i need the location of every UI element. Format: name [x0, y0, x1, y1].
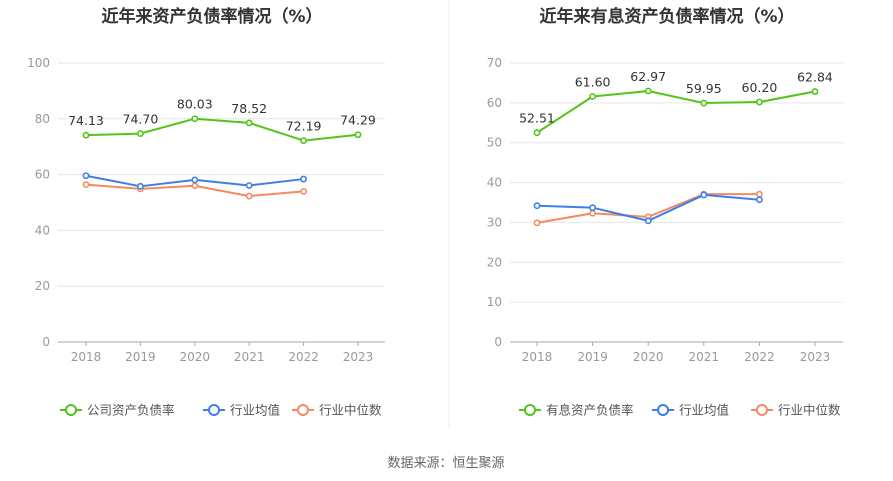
- legend-label: 行业中位数: [319, 403, 382, 418]
- data-point: [589, 93, 596, 100]
- x-tick-label: 2022: [744, 350, 775, 364]
- data-point: [191, 176, 199, 184]
- series-line: [536, 90, 816, 134]
- data-point: [191, 115, 199, 123]
- data-label: 52.51: [519, 111, 555, 126]
- legend-label: 行业均值: [679, 403, 729, 418]
- y-tick-label: 0: [494, 335, 502, 349]
- data-point: [756, 98, 763, 106]
- data-label: 78.52: [231, 101, 267, 116]
- data-point: [700, 99, 708, 107]
- data-point: [300, 187, 307, 195]
- data-point: [82, 181, 90, 189]
- legend-marker: [297, 404, 309, 416]
- data-label: 62.84: [797, 70, 833, 85]
- data-source: 数据来源：恒生聚源: [387, 456, 504, 471]
- data-point: [533, 129, 541, 137]
- data-point: [191, 182, 199, 190]
- data-point: [700, 191, 708, 199]
- data-point: [589, 209, 596, 217]
- x-tick-label: 2018: [71, 350, 102, 364]
- data-point: [300, 175, 307, 183]
- data-point: [136, 182, 144, 190]
- y-tick-label: 70: [487, 56, 502, 70]
- data-point: [82, 131, 90, 139]
- legend-marker: [657, 404, 669, 416]
- y-tick-label: 0: [42, 335, 50, 349]
- data-label: 60.20: [742, 80, 778, 95]
- data-point: [644, 217, 652, 225]
- legend-marker: [208, 404, 220, 416]
- x-tick-label: 2021: [234, 350, 265, 364]
- data-point: [82, 172, 90, 180]
- legend-marker: [756, 404, 768, 416]
- data-point: [533, 202, 541, 210]
- data-label: 61.60: [575, 74, 611, 89]
- x-tick-label: 2023: [800, 350, 831, 364]
- x-tick-label: 2020: [180, 350, 211, 364]
- y-tick-label: 60: [35, 168, 50, 182]
- y-tick-label: 40: [35, 223, 50, 237]
- x-tick-label: 2021: [689, 350, 720, 364]
- x-tick-label: 2019: [577, 350, 608, 364]
- x-tick-label: 2023: [343, 350, 374, 364]
- legend-marker: [65, 404, 77, 416]
- x-tick-label: 2022: [288, 350, 319, 364]
- chart-title: 近年来资产负债率情况（%）: [101, 6, 322, 27]
- legend-label: 公司资产负债率: [87, 403, 175, 418]
- y-tick-label: 20: [487, 255, 502, 269]
- chart-title: 近年来有息资产负债率情况（%）: [539, 6, 794, 27]
- data-point: [136, 130, 144, 137]
- y-tick-label: 50: [487, 136, 502, 150]
- series-line: [85, 117, 359, 142]
- y-tick-label: 100: [27, 56, 50, 70]
- data-point: [245, 192, 253, 200]
- legend-label: 行业均值: [230, 403, 280, 418]
- legend-marker: [524, 404, 536, 416]
- data-point: [245, 119, 253, 127]
- x-tick-label: 2019: [125, 350, 156, 364]
- data-point: [589, 204, 596, 212]
- data-point: [354, 131, 362, 139]
- data-point: [300, 137, 307, 144]
- legend-label: 有息资产负债率: [546, 403, 634, 418]
- data-point: [811, 88, 819, 95]
- data-label: 74.29: [340, 113, 376, 128]
- data-label: 74.70: [123, 112, 159, 127]
- y-tick-label: 20: [35, 279, 50, 293]
- data-point: [756, 190, 763, 198]
- data-label: 72.19: [286, 119, 322, 134]
- chart-asset-liability-ratio: 近年来资产负债率情况（%） 0 20 40 60 80 100 2018 2019 2020 202…: [27, 6, 385, 418]
- data-point: [756, 196, 763, 204]
- x-tick-label: 2018: [522, 350, 553, 364]
- y-tick-label: 80: [35, 112, 50, 126]
- y-tick-label: 40: [487, 176, 502, 190]
- data-point: [644, 87, 652, 95]
- data-label: 59.95: [686, 81, 722, 96]
- data-label: 80.03: [177, 97, 213, 112]
- y-tick-label: 60: [487, 96, 502, 110]
- data-label: 62.97: [630, 69, 666, 84]
- data-point: [533, 219, 541, 227]
- data-point: [245, 182, 253, 189]
- y-tick-label: 10: [487, 295, 502, 309]
- y-tick-label: 30: [487, 215, 502, 229]
- legend-label: 行业中位数: [778, 403, 841, 418]
- x-tick-label: 2020: [633, 350, 664, 364]
- chart-interest-bearing-liability-ratio: 近年来有息资产负债率情况（%） 0 10 20 30 40 50 60 70 2018 2019 20…: [487, 6, 843, 418]
- data-label: 74.13: [68, 113, 104, 128]
